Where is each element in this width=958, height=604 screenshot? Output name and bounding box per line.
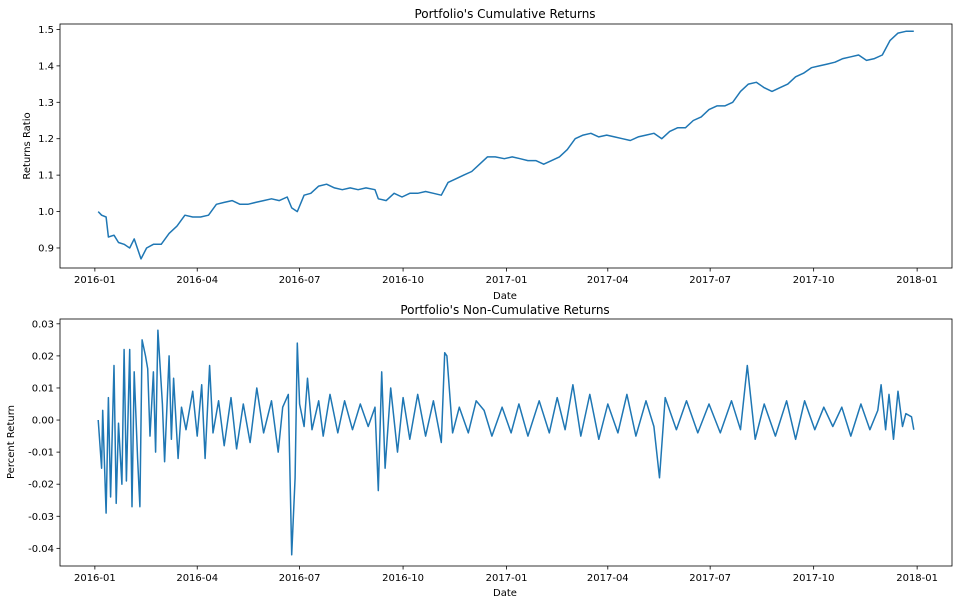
cumulative-x-tick-label: 2017-01 xyxy=(486,275,528,286)
cumulative-y-tick-label: 1.0 xyxy=(38,207,54,218)
non-cumulative-x-tick-label: 2017-07 xyxy=(689,573,731,584)
cumulative-axes-frame xyxy=(59,23,953,269)
non-cumulative-x-tick-label: 2017-04 xyxy=(587,573,629,584)
cumulative-x-tick-label: 2016-04 xyxy=(176,275,218,286)
non-cumulative-x-tick-label: 2016-04 xyxy=(176,573,218,584)
cumulative-chart-title: Portfolio's Cumulative Returns xyxy=(414,7,595,21)
non-cumulative-y-tick-label: 0.02 xyxy=(32,351,54,362)
non-cumulative-x-tick-label: 2016-01 xyxy=(74,573,116,584)
cumulative-x-axis-label: Date xyxy=(493,291,517,302)
cumulative-series-line xyxy=(97,30,914,260)
non-cumulative-series-line xyxy=(97,329,915,556)
cumulative-y-tick-label: 0.9 xyxy=(38,243,54,254)
cumulative-y-tick-label: 1.1 xyxy=(38,171,54,182)
cumulative-y-tick-label: 1.3 xyxy=(38,98,54,109)
non-cumulative-y-tick-label: 0.00 xyxy=(32,416,54,427)
non-cumulative-chart-title: Portfolio's Non-Cumulative Returns xyxy=(400,303,609,317)
non-cumulative-y-tick-label: 0.03 xyxy=(32,319,54,330)
non-cumulative-x-tick-label: 2017-10 xyxy=(793,573,835,584)
non-cumulative-x-tick-label: 2018-01 xyxy=(896,573,938,584)
non-cumulative-y-tick-label: 0.01 xyxy=(32,383,54,394)
cumulative-plot-area: 2016-01 2016-04 2016-07 2016-10 2017-01 2017-… xyxy=(38,25,938,286)
cumulative-x-tick-label: 2017-04 xyxy=(587,275,629,286)
non-cumulative-x-tick-label: 2016-07 xyxy=(279,573,321,584)
non-cumulative-y-tick-label: -0.01 xyxy=(28,448,54,459)
non-cumulative-x-tick-label: 2016-10 xyxy=(382,573,424,584)
cumulative-x-tick-label: 2017-07 xyxy=(689,275,731,286)
non-cumulative-y-tick-label: -0.02 xyxy=(28,480,54,491)
non-cumulative-returns-chart: Portfolio's Non-Cumulative Returns 2016-… xyxy=(6,303,953,599)
cumulative-x-tick-label: 2016-10 xyxy=(382,275,424,286)
non-cumulative-x-axis-label: Date xyxy=(493,588,517,599)
cumulative-y-tick-label: 1.2 xyxy=(38,134,54,145)
non-cumulative-y-tick-label: -0.04 xyxy=(28,544,54,555)
cumulative-x-tick-label: 2016-01 xyxy=(74,275,116,286)
cumulative-y-axis-label: Returns Ratio xyxy=(22,112,33,179)
cumulative-x-tick-label: 2017-10 xyxy=(793,275,835,286)
cumulative-y-tick-label: 1.4 xyxy=(38,61,54,72)
non-cumulative-x-tick-label: 2017-01 xyxy=(486,573,528,584)
cumulative-y-tick-label: 1.5 xyxy=(38,25,54,36)
non-cumulative-axes-frame xyxy=(59,318,953,567)
non-cumulative-y-tick-label: -0.03 xyxy=(28,512,54,523)
cumulative-x-tick-label: 2016-07 xyxy=(279,275,321,286)
non-cumulative-plot-area: 2016-01 2016-04 2016-07 2016-10 2017-01 2017-… xyxy=(28,319,938,584)
cumulative-returns-chart: Portfolio's Cumulative Returns 2016-01 20… xyxy=(22,7,953,302)
cumulative-x-tick-label: 2018-01 xyxy=(896,275,938,286)
non-cumulative-y-axis-label: Percent Return xyxy=(6,405,17,479)
